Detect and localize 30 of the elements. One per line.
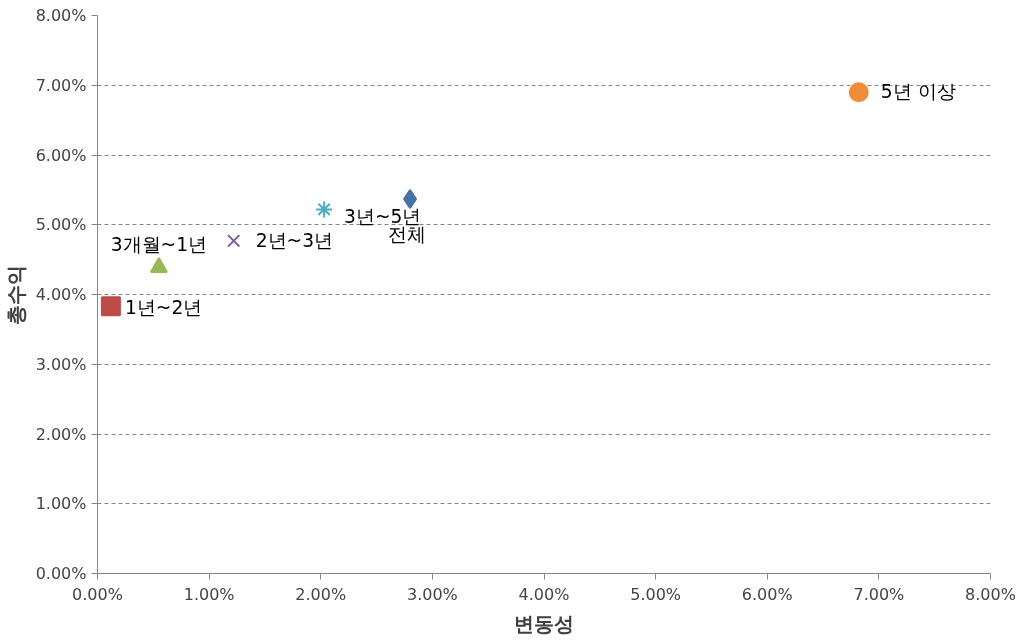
x-tick-label: 3.00%: [406, 584, 458, 604]
series-label: 1년~2년: [124, 297, 203, 319]
point: [848, 82, 869, 103]
point: [315, 200, 334, 219]
y-tick-label: 0.00%: [35, 564, 87, 583]
series-label: 3년~5년: [344, 206, 422, 228]
y-tick-label: 7.00%: [35, 75, 87, 95]
x-axis-title: 변동성: [514, 611, 574, 636]
point: [100, 296, 121, 317]
x-tick-label: 2.00%: [295, 584, 347, 604]
x-tick-label: 7.00%: [853, 584, 905, 604]
y-tick-label: 4.00%: [35, 285, 87, 304]
y-tick-label: 2.00%: [35, 424, 87, 444]
x-tick-label: 8.00%: [965, 584, 1016, 604]
point: [227, 234, 241, 248]
y-tick-label: 3.00%: [35, 354, 87, 374]
series-label: 3개월~1년: [110, 234, 208, 256]
y-tick-label: 5.00%: [35, 215, 87, 235]
x-tick-label: 0.00%: [72, 584, 123, 604]
x-tick-label: 4.00%: [518, 584, 570, 604]
y-axis-title: 총수익: [3, 264, 28, 325]
point: [403, 188, 418, 209]
x-tick-label: 5.00%: [630, 584, 682, 604]
y-tick-label: 6.00%: [35, 145, 87, 165]
x-tick-label: 1.00%: [183, 584, 235, 604]
series-label: 2년~3년: [255, 229, 334, 251]
series-label: 5년 이상: [880, 81, 956, 103]
y-tick-label: 8.00%: [35, 6, 87, 25]
y-tick-label: 1.00%: [35, 494, 87, 514]
x-tick-label: 6.00%: [741, 584, 793, 604]
